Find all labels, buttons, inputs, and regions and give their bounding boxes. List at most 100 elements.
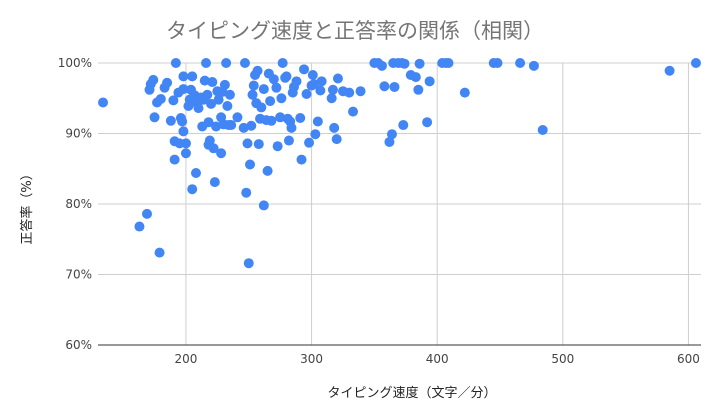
data-point xyxy=(155,93,166,104)
data-point xyxy=(178,126,189,137)
data-point xyxy=(312,116,323,127)
data-point xyxy=(410,72,421,83)
data-point xyxy=(272,141,283,152)
data-point xyxy=(177,116,188,127)
data-point xyxy=(253,139,264,150)
data-point xyxy=(187,71,198,82)
data-point xyxy=(344,87,355,98)
data-point xyxy=(399,58,410,69)
data-point xyxy=(242,138,253,149)
data-point xyxy=(384,136,395,147)
data-point xyxy=(141,208,152,219)
tick-labels: 60% 70% 80% 90% 100% 200 300 400 500 600 xyxy=(58,56,700,366)
data-point xyxy=(178,71,189,82)
data-point xyxy=(258,84,269,95)
x-tick-label: 400 xyxy=(426,352,449,366)
data-point xyxy=(178,84,189,95)
data-point xyxy=(307,69,318,80)
data-point xyxy=(301,89,312,100)
data-point xyxy=(271,82,282,93)
data-point xyxy=(206,98,217,109)
y-axis-label: 正答率（%） xyxy=(19,167,35,244)
data-point xyxy=(148,74,159,85)
data-point xyxy=(664,65,675,76)
data-point xyxy=(243,258,254,269)
data-point xyxy=(283,135,294,146)
data-point xyxy=(170,58,181,68)
y-tick-label: 100% xyxy=(58,56,92,70)
data-point xyxy=(690,58,701,68)
data-point xyxy=(296,154,307,165)
data-point xyxy=(246,120,257,131)
y-tick-label: 90% xyxy=(65,127,92,141)
data-point xyxy=(348,106,359,117)
data-point xyxy=(204,135,215,146)
x-tick-label: 200 xyxy=(174,352,197,366)
data-point xyxy=(207,77,218,88)
data-point xyxy=(219,79,230,90)
data-point xyxy=(275,112,286,123)
data-point xyxy=(424,76,435,87)
data-point xyxy=(332,73,343,84)
data-point xyxy=(268,74,279,85)
data-point xyxy=(329,122,340,133)
data-point xyxy=(213,94,224,105)
data-point xyxy=(459,87,470,98)
data-point xyxy=(238,122,249,133)
data-point xyxy=(276,93,287,104)
data-point xyxy=(149,112,160,123)
data-point xyxy=(379,81,390,92)
data-point xyxy=(202,89,213,100)
data-point xyxy=(443,58,454,68)
data-points xyxy=(98,58,701,269)
data-point xyxy=(266,115,277,126)
data-point xyxy=(286,122,297,133)
x-tick-label: 300 xyxy=(300,352,323,366)
data-point xyxy=(247,89,258,100)
data-point xyxy=(310,129,321,140)
data-point xyxy=(232,112,243,123)
data-point xyxy=(201,58,212,68)
data-point xyxy=(262,165,273,176)
data-point xyxy=(209,177,220,188)
data-point xyxy=(355,86,366,97)
data-point xyxy=(203,117,214,128)
data-point xyxy=(537,124,548,135)
data-point xyxy=(187,184,198,195)
data-point xyxy=(180,148,191,159)
data-point xyxy=(331,134,342,145)
data-point xyxy=(528,60,539,71)
data-point xyxy=(413,84,424,95)
data-point xyxy=(165,115,176,126)
data-point xyxy=(414,58,425,69)
x-axis-label: タイピング速度（文字／分） xyxy=(327,385,496,401)
data-point xyxy=(224,89,235,100)
y-tick-label: 80% xyxy=(65,197,92,211)
data-point xyxy=(241,187,252,198)
data-point xyxy=(193,103,204,114)
data-point xyxy=(248,80,259,91)
data-point xyxy=(326,93,337,104)
data-point xyxy=(98,97,109,108)
data-point xyxy=(291,76,302,87)
data-point xyxy=(134,221,145,232)
gridlines xyxy=(98,62,701,346)
data-point xyxy=(208,143,219,154)
data-point xyxy=(168,95,179,106)
data-point xyxy=(309,79,320,90)
data-point xyxy=(180,138,191,149)
data-point xyxy=(277,58,288,68)
data-point xyxy=(398,120,409,131)
x-tick-label: 600 xyxy=(677,352,700,366)
data-point xyxy=(315,85,326,96)
data-point xyxy=(304,137,315,148)
data-point xyxy=(258,200,269,211)
y-tick-label: 70% xyxy=(65,268,92,282)
data-point xyxy=(295,112,306,123)
data-point xyxy=(154,247,165,258)
data-point xyxy=(386,129,397,140)
data-point xyxy=(169,154,180,165)
data-point xyxy=(162,77,173,88)
data-point xyxy=(190,167,201,178)
